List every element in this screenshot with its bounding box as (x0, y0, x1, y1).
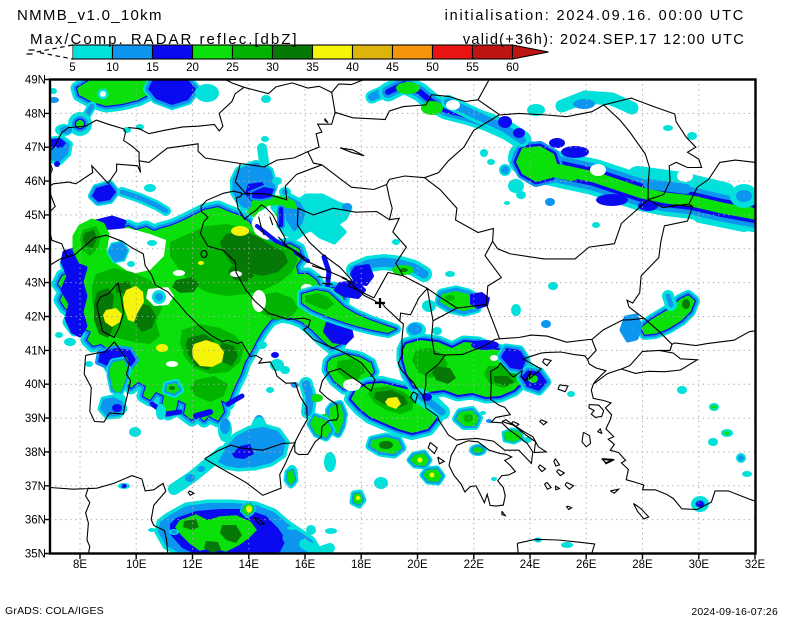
svg-text:16E: 16E (295, 559, 316, 571)
svg-text:8E: 8E (73, 559, 87, 571)
svg-text:47N: 47N (25, 142, 46, 154)
svg-text:38N: 38N (25, 447, 46, 459)
svg-text:46N: 46N (25, 176, 46, 188)
svg-text:32E: 32E (745, 559, 766, 571)
svg-text:initialisation: 2024.09.16. 00: initialisation: 2024.09.16. 00:00 UTC (445, 8, 745, 24)
svg-text:35: 35 (306, 62, 319, 74)
svg-text:18E: 18E (351, 559, 372, 571)
svg-text:55: 55 (466, 62, 479, 74)
svg-text:12E: 12E (182, 559, 203, 571)
svg-text:41N: 41N (25, 345, 46, 357)
svg-text:20E: 20E (407, 559, 428, 571)
svg-text:10: 10 (106, 62, 119, 74)
svg-text:60: 60 (506, 62, 519, 74)
svg-text:36N: 36N (25, 515, 46, 527)
svg-text:2024-09-16-07:26: 2024-09-16-07:26 (691, 606, 778, 618)
svg-text:Max/Comp. RADAR reflec.[dbZ]: Max/Comp. RADAR reflec.[dbZ] (30, 31, 299, 48)
svg-text:40: 40 (346, 62, 359, 74)
svg-text:50: 50 (426, 62, 439, 74)
svg-text:35N: 35N (25, 549, 46, 561)
svg-text:40N: 40N (25, 379, 46, 391)
svg-text:30: 30 (266, 62, 279, 74)
svg-text:37N: 37N (25, 481, 46, 493)
svg-text:44N: 44N (25, 244, 46, 256)
svg-text:48N: 48N (25, 108, 46, 120)
svg-text:GrADS: COLA/IGES: GrADS: COLA/IGES (5, 605, 104, 617)
svg-text:5: 5 (69, 62, 75, 74)
svg-text:45N: 45N (25, 210, 46, 222)
svg-text:25: 25 (226, 62, 239, 74)
svg-text:49N: 49N (25, 75, 46, 87)
svg-text:20: 20 (186, 62, 199, 74)
svg-text:42N: 42N (25, 312, 46, 324)
svg-text:45: 45 (386, 62, 399, 74)
svg-text:valid(+36h): 2024.SEP.17 12:00: valid(+36h): 2024.SEP.17 12:00 UTC (463, 32, 745, 48)
svg-text:39N: 39N (25, 413, 46, 425)
svg-text:26E: 26E (576, 559, 597, 571)
svg-text:15: 15 (146, 62, 159, 74)
svg-text:43N: 43N (25, 278, 46, 290)
svg-text:10E: 10E (126, 559, 147, 571)
svg-text:14E: 14E (239, 559, 260, 571)
svg-text:22E: 22E (464, 559, 485, 571)
svg-text:24E: 24E (520, 559, 541, 571)
svg-text:NMMB_v1.0_10km: NMMB_v1.0_10km (17, 7, 163, 24)
svg-text:30E: 30E (689, 559, 710, 571)
svg-text:28E: 28E (632, 559, 653, 571)
